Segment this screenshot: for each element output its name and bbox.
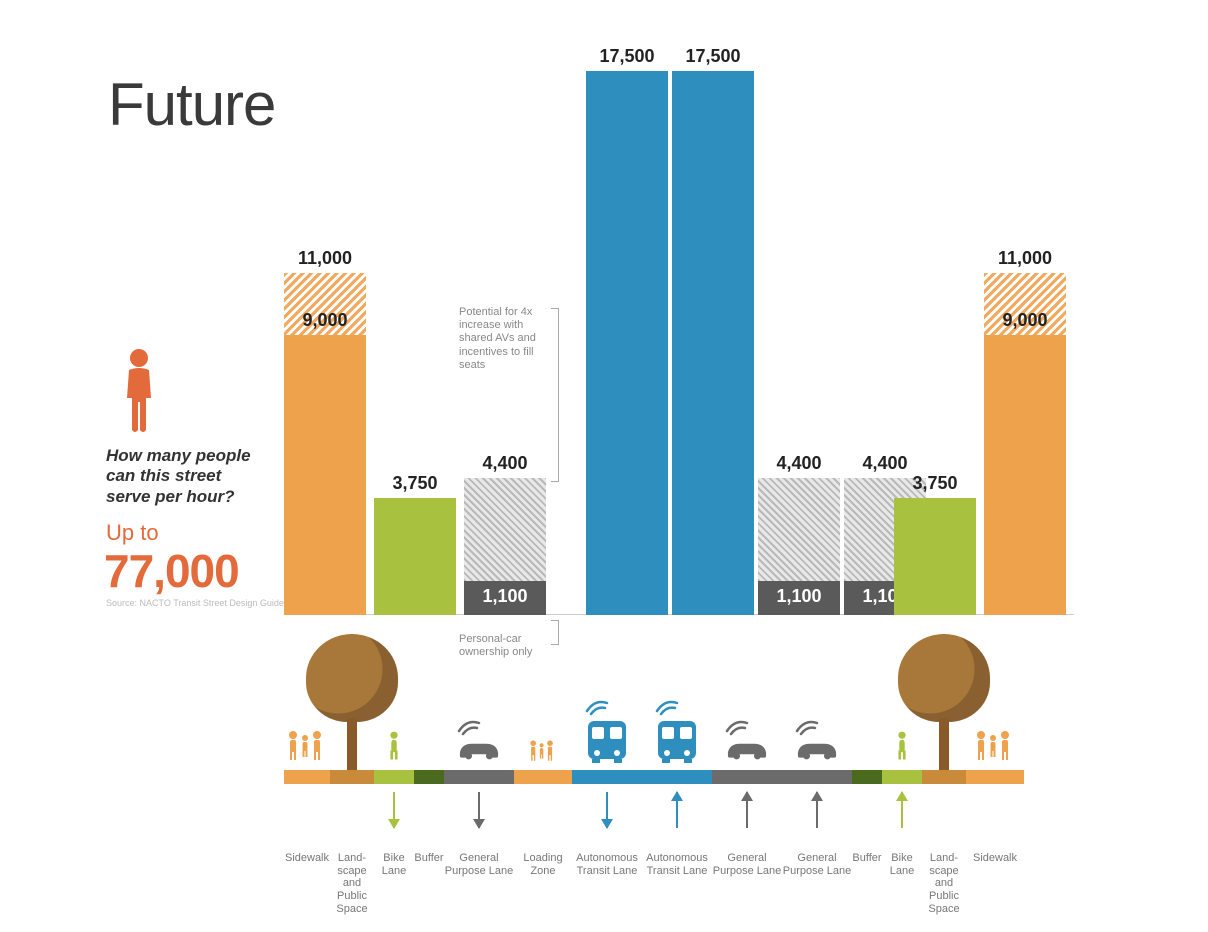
bus-icon — [582, 717, 632, 768]
cyclist-icon — [385, 729, 403, 768]
direction-arrow-up-icon — [901, 792, 903, 828]
lane-6 — [572, 624, 642, 784]
lane-surface-13 — [966, 770, 1024, 784]
bar-base-label-sidewalk-left: 9,000 — [284, 310, 366, 331]
lane-label-13: Sidewalk — [966, 852, 1024, 865]
lane-label-10: Buffer — [852, 852, 882, 865]
bar-base-label-gp-right-1: 1,100 — [758, 586, 840, 607]
lane-label-0: Sidewalk — [284, 852, 330, 865]
lane-3 — [414, 624, 444, 784]
bar-label-transit-right: 17,500 — [672, 46, 754, 67]
lane-surface-7 — [642, 770, 712, 784]
lane-surface-6 — [572, 770, 642, 784]
total-capacity: 77,000 — [104, 544, 239, 598]
bar-base-label-gp-left: 1,100 — [464, 586, 546, 607]
lane-2 — [374, 624, 414, 784]
capacity-bar-chart: 11,0009,0003,7504,4001,10017,50017,5004,… — [284, 30, 1074, 615]
people-icon — [285, 729, 329, 768]
direction-arrow-up-icon — [746, 792, 748, 828]
people-icon — [973, 729, 1017, 768]
bar-potential-label-sidewalk-right: 11,000 — [984, 248, 1066, 269]
lane-surface-11 — [882, 770, 922, 784]
wifi-icon — [585, 697, 611, 722]
lane-surface-12 — [922, 770, 966, 784]
lane-label-11: Bike Lane — [882, 852, 922, 877]
lane-label-6: Autonomous Transit Lane — [572, 852, 642, 877]
wifi-icon — [795, 717, 821, 742]
lane-12 — [922, 624, 966, 784]
lane-surface-9 — [782, 770, 852, 784]
bus-icon — [652, 717, 702, 768]
tree-trunk-icon — [939, 718, 949, 770]
lane-surface-1 — [330, 770, 374, 784]
lane-label-3: Buffer — [414, 852, 444, 865]
capacity-question: How many people can this street serve pe… — [106, 446, 266, 507]
lane-10 — [852, 624, 882, 784]
bar-transit-left — [586, 71, 668, 615]
upto-label: Up to — [106, 520, 159, 546]
bar-label-transit-left: 17,500 — [586, 46, 668, 67]
direction-arrow-down-icon — [606, 792, 608, 828]
lane-surface-2 — [374, 770, 414, 784]
bar-bike-right — [894, 498, 976, 615]
wifi-icon — [725, 717, 751, 742]
lane-4 — [444, 624, 514, 784]
lane-label-8: General Purpose Lane — [712, 852, 782, 877]
people-small-icon — [521, 739, 565, 768]
lane-label-9: General Purpose Lane — [782, 852, 852, 877]
lane-surface-10 — [852, 770, 882, 784]
bar-sidewalk-right — [984, 335, 1066, 615]
bar-potential-label-gp-left: 4,400 — [464, 453, 546, 474]
street-cross-section — [284, 624, 1074, 784]
direction-arrow-up-icon — [676, 792, 678, 828]
chart-bracket-0 — [551, 308, 559, 482]
lane-label-2: Bike Lane — [374, 852, 414, 877]
cyclist-icon — [893, 729, 911, 768]
bar-potential-gp-left — [464, 478, 546, 581]
wifi-icon — [457, 717, 483, 742]
lane-label-1: Land-scape and Public Space — [330, 852, 374, 915]
bar-label-bike-left: 3,750 — [374, 473, 456, 494]
direction-arrow-down-icon — [478, 792, 480, 828]
bar-bike-left — [374, 498, 456, 615]
bar-transit-right — [672, 71, 754, 615]
lane-labels-row: SidewalkLand-scape and Public SpaceBike … — [284, 852, 1074, 922]
wifi-icon — [655, 697, 681, 722]
lane-surface-8 — [712, 770, 782, 784]
lane-13 — [966, 624, 1024, 784]
bar-base-label-sidewalk-right: 9,000 — [984, 310, 1066, 331]
lane-1 — [330, 624, 374, 784]
lane-8 — [712, 624, 782, 784]
lane-label-7: Autonomous Transit Lane — [642, 852, 712, 877]
tree-trunk-icon — [347, 718, 357, 770]
lane-7 — [642, 624, 712, 784]
lane-surface-3 — [414, 770, 444, 784]
bar-potential-label-gp-right-2: 4,400 — [844, 453, 926, 474]
bar-potential-label-gp-right-1: 4,400 — [758, 453, 840, 474]
direction-arrow-up-icon — [816, 792, 818, 828]
bar-label-bike-right: 3,750 — [894, 473, 976, 494]
bar-potential-gp-right-1 — [758, 478, 840, 581]
lane-surface-0 — [284, 770, 330, 784]
lane-surface-4 — [444, 770, 514, 784]
lane-label-5: Loading Zone — [514, 852, 572, 877]
page-title: Future — [108, 70, 275, 139]
lane-label-4: General Purpose Lane — [444, 852, 514, 877]
lane-5 — [514, 624, 572, 784]
source-citation: Source: NACTO Transit Street Design Guid… — [106, 598, 284, 608]
lane-label-12: Land-scape and Public Space — [922, 852, 966, 915]
direction-arrow-down-icon — [393, 792, 395, 828]
lane-surface-5 — [514, 770, 572, 784]
bar-sidewalk-left — [284, 335, 366, 615]
chart-annotation-0: Potential for 4x increase with shared AV… — [459, 306, 549, 372]
bar-potential-label-sidewalk-left: 11,000 — [284, 248, 366, 269]
person-icon — [120, 348, 158, 439]
lane-9 — [782, 624, 852, 784]
